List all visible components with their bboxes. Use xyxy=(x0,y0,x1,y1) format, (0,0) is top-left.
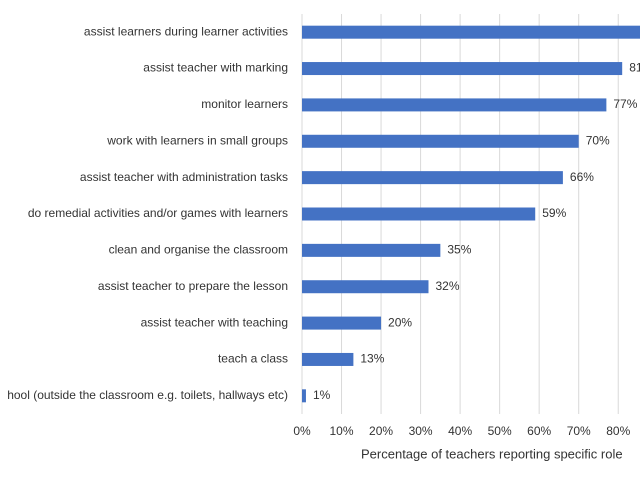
data-label: 66% xyxy=(570,170,594,184)
x-tick-label: 80% xyxy=(606,424,630,438)
y-tick-label: assist teacher to prepare the lesson xyxy=(98,279,288,293)
y-tick-label: work with learners in small groups xyxy=(106,133,288,147)
bar xyxy=(302,98,607,112)
y-tick-label: assist teacher with marking xyxy=(143,61,288,75)
data-label: 1% xyxy=(313,388,331,402)
y-tick-label: hool (outside the classroom e.g. toilets… xyxy=(7,388,288,402)
bar xyxy=(302,243,441,257)
bar xyxy=(302,62,623,76)
x-tick-label: 10% xyxy=(330,424,354,438)
data-label: 59% xyxy=(542,206,566,220)
data-label: 32% xyxy=(435,279,459,293)
bar xyxy=(302,316,382,330)
y-tick-label: assist teacher with teaching xyxy=(141,315,288,329)
data-label: 81% xyxy=(629,61,640,75)
x-tick-label: 30% xyxy=(409,424,433,438)
x-tick-label: 70% xyxy=(567,424,591,438)
y-tick-label: do remedial activities and/or games with… xyxy=(28,206,288,220)
x-axis-title: Percentage of teachers reporting specifi… xyxy=(361,446,623,461)
data-label: 13% xyxy=(360,352,384,366)
bar xyxy=(302,207,536,221)
x-tick-label: 60% xyxy=(527,424,551,438)
bar xyxy=(302,171,563,185)
bar xyxy=(302,352,354,366)
y-tick-label: assist teacher with administration tasks xyxy=(80,170,288,184)
bar xyxy=(302,134,579,148)
data-label: 35% xyxy=(447,243,471,257)
bar xyxy=(302,280,429,294)
y-tick-label: monitor learners xyxy=(201,97,288,111)
bar xyxy=(302,389,306,403)
x-tick-label: 40% xyxy=(448,424,472,438)
x-tick-label: 0% xyxy=(293,424,311,438)
x-tick-label: 20% xyxy=(369,424,393,438)
y-tick-label: clean and organise the classroom xyxy=(109,243,288,257)
y-tick-label: teach a class xyxy=(218,352,288,366)
y-tick-label: assist learners during learner activitie… xyxy=(84,24,288,38)
x-tick-label: 50% xyxy=(488,424,512,438)
data-label: 70% xyxy=(586,133,610,147)
data-label: 77% xyxy=(613,97,637,111)
data-label: 20% xyxy=(388,315,412,329)
bar xyxy=(302,25,640,39)
